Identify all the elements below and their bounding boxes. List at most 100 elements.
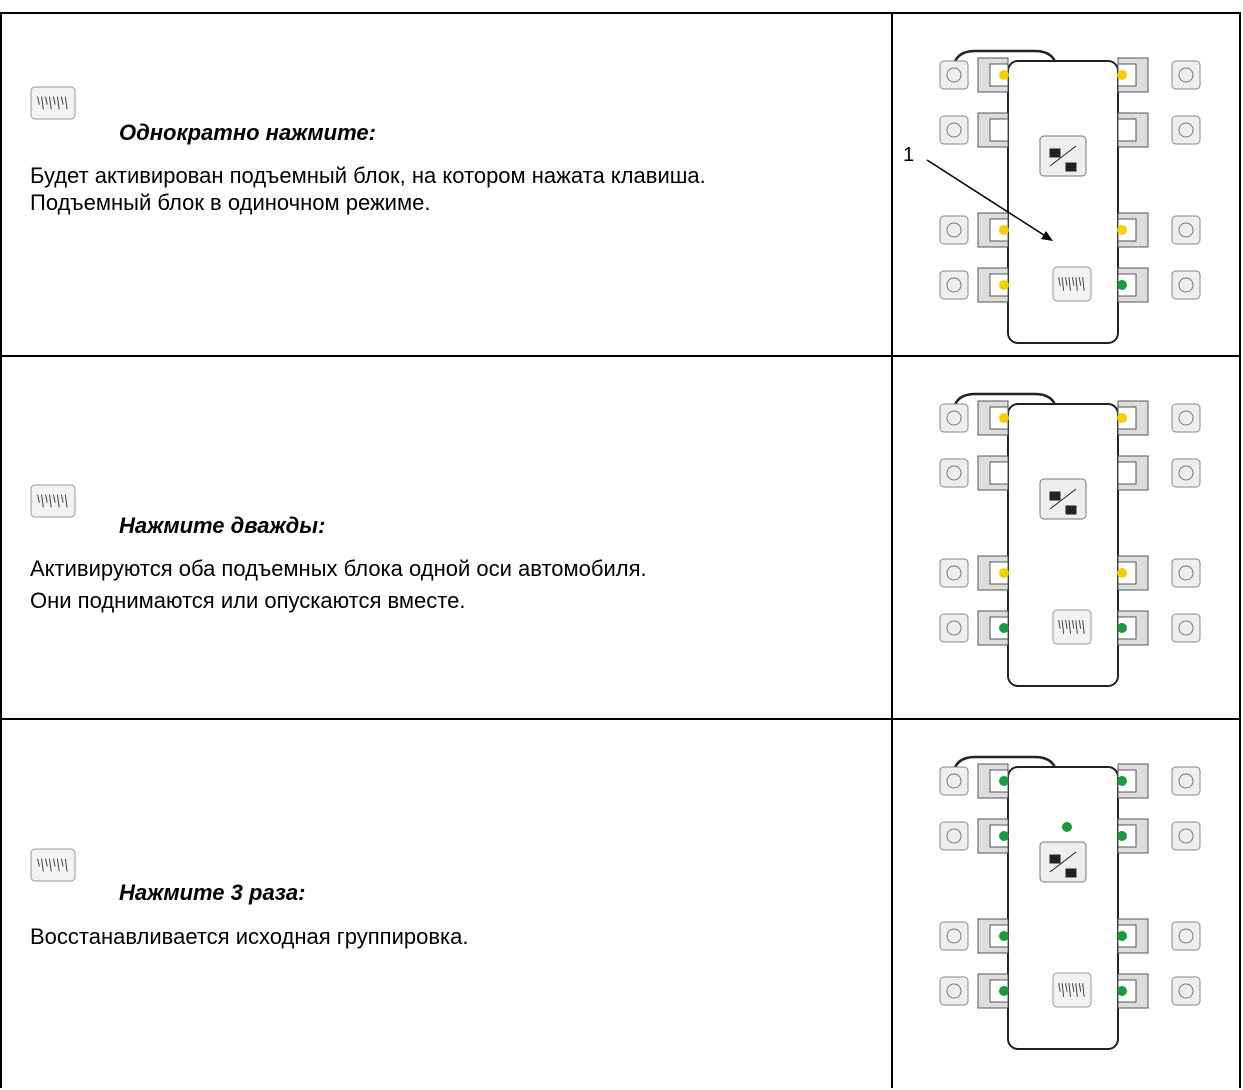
power-button bbox=[939, 613, 969, 643]
power-symbol bbox=[1178, 410, 1194, 426]
callout-label: 1 bbox=[903, 144, 915, 166]
lift-arm bbox=[1117, 461, 1137, 485]
power-symbol bbox=[1178, 465, 1194, 481]
icon-wave bbox=[37, 858, 68, 872]
status-light bbox=[1117, 831, 1127, 841]
power-button bbox=[1171, 921, 1201, 951]
description: Будет активирован подъемный блок, на кот… bbox=[30, 162, 890, 216]
paragraph: Активируются оба подъемных блока одной о… bbox=[30, 556, 647, 581]
description: Активируются оба подъемных блока одной о… bbox=[30, 555, 890, 614]
power-symbol bbox=[1178, 983, 1194, 999]
power-symbol bbox=[946, 410, 962, 426]
power-button bbox=[939, 976, 969, 1006]
power-button bbox=[1171, 403, 1201, 433]
power-button bbox=[939, 921, 969, 951]
power-button bbox=[939, 270, 969, 300]
description: Восстанавливается исходная группировка. bbox=[30, 923, 890, 950]
diagram bbox=[939, 392, 1201, 687]
power-button bbox=[939, 403, 969, 433]
power-symbol bbox=[946, 67, 962, 83]
icon-frame bbox=[30, 484, 76, 518]
power-button bbox=[939, 60, 969, 90]
power-symbol bbox=[946, 983, 962, 999]
lift-arm bbox=[989, 118, 1009, 142]
power-button bbox=[939, 558, 969, 588]
power-symbol bbox=[1178, 122, 1194, 138]
lift-arm bbox=[1117, 118, 1137, 142]
paragraph: Восстанавливается исходная группировка. bbox=[30, 924, 469, 949]
power-button bbox=[939, 821, 969, 851]
power-symbol bbox=[946, 565, 962, 581]
icon-frame bbox=[30, 848, 76, 882]
status-light bbox=[999, 986, 1009, 996]
power-button bbox=[1171, 60, 1201, 90]
power-button bbox=[1171, 766, 1201, 796]
lock-symbol bbox=[1049, 145, 1077, 172]
power-button bbox=[1171, 976, 1201, 1006]
heading: Нажмите дважды: bbox=[119, 513, 326, 538]
power-symbol bbox=[946, 465, 962, 481]
status-light bbox=[1117, 986, 1127, 996]
power-symbol bbox=[1178, 773, 1194, 789]
status-light bbox=[1062, 822, 1072, 832]
status-light bbox=[1117, 225, 1127, 235]
power-symbol bbox=[946, 828, 962, 844]
status-light bbox=[1117, 280, 1127, 290]
power-button bbox=[1171, 215, 1201, 245]
icon-wave bbox=[37, 494, 68, 508]
power-symbol bbox=[1178, 620, 1194, 636]
power-symbol bbox=[1178, 565, 1194, 581]
power-button bbox=[939, 766, 969, 796]
icon-frame bbox=[30, 86, 76, 120]
icon-wave bbox=[1058, 620, 1085, 634]
power-symbol bbox=[946, 222, 962, 238]
icon-frame bbox=[1052, 609, 1092, 645]
power-symbol bbox=[1178, 222, 1194, 238]
power-symbol bbox=[946, 122, 962, 138]
table-row: Нажмите 3 раза: Восстанавливается исходн… bbox=[0, 718, 1241, 1088]
power-symbol bbox=[1178, 67, 1194, 83]
status-light bbox=[999, 931, 1009, 941]
heading: Нажмите 3 раза: bbox=[119, 880, 306, 905]
power-button bbox=[939, 215, 969, 245]
power-button bbox=[1171, 613, 1201, 643]
power-button bbox=[1171, 115, 1201, 145]
status-light bbox=[999, 831, 1009, 841]
diagram bbox=[926, 49, 1201, 344]
vehicle-bumper bbox=[951, 49, 1059, 70]
heading: Однократно нажмите: bbox=[119, 120, 376, 145]
status-light bbox=[999, 623, 1009, 633]
status-light bbox=[1117, 568, 1127, 578]
power-symbol bbox=[946, 620, 962, 636]
paragraph: Будет активирован подъемный блок, на кот… bbox=[30, 163, 706, 188]
icon-wave bbox=[1058, 277, 1085, 291]
power-button bbox=[1171, 558, 1201, 588]
power-symbol bbox=[1178, 928, 1194, 944]
power-button bbox=[939, 115, 969, 145]
status-light bbox=[999, 568, 1009, 578]
diagram bbox=[939, 755, 1201, 1050]
power-button bbox=[1171, 821, 1201, 851]
status-light bbox=[999, 225, 1009, 235]
lock-symbol bbox=[1049, 851, 1077, 878]
icon-frame bbox=[1052, 266, 1092, 302]
status-light bbox=[999, 776, 1009, 786]
status-light bbox=[999, 413, 1009, 423]
power-button bbox=[1171, 458, 1201, 488]
status-light bbox=[1117, 413, 1127, 423]
icon-wave bbox=[1058, 983, 1085, 997]
power-button bbox=[1171, 270, 1201, 300]
vehicle-bumper bbox=[951, 392, 1059, 413]
vehicle-bumper bbox=[951, 755, 1059, 776]
lift-arm bbox=[989, 461, 1009, 485]
status-light bbox=[1117, 776, 1127, 786]
icon-wave bbox=[37, 96, 68, 110]
table-row: Нажмите дважды: Активируются оба подъемн… bbox=[0, 355, 1241, 718]
power-symbol bbox=[1178, 828, 1194, 844]
paragraph: Они поднимаются или опускаются вместе. bbox=[30, 588, 466, 613]
power-symbol bbox=[1178, 277, 1194, 293]
power-button bbox=[939, 458, 969, 488]
status-light bbox=[999, 280, 1009, 290]
status-light bbox=[1117, 70, 1127, 80]
